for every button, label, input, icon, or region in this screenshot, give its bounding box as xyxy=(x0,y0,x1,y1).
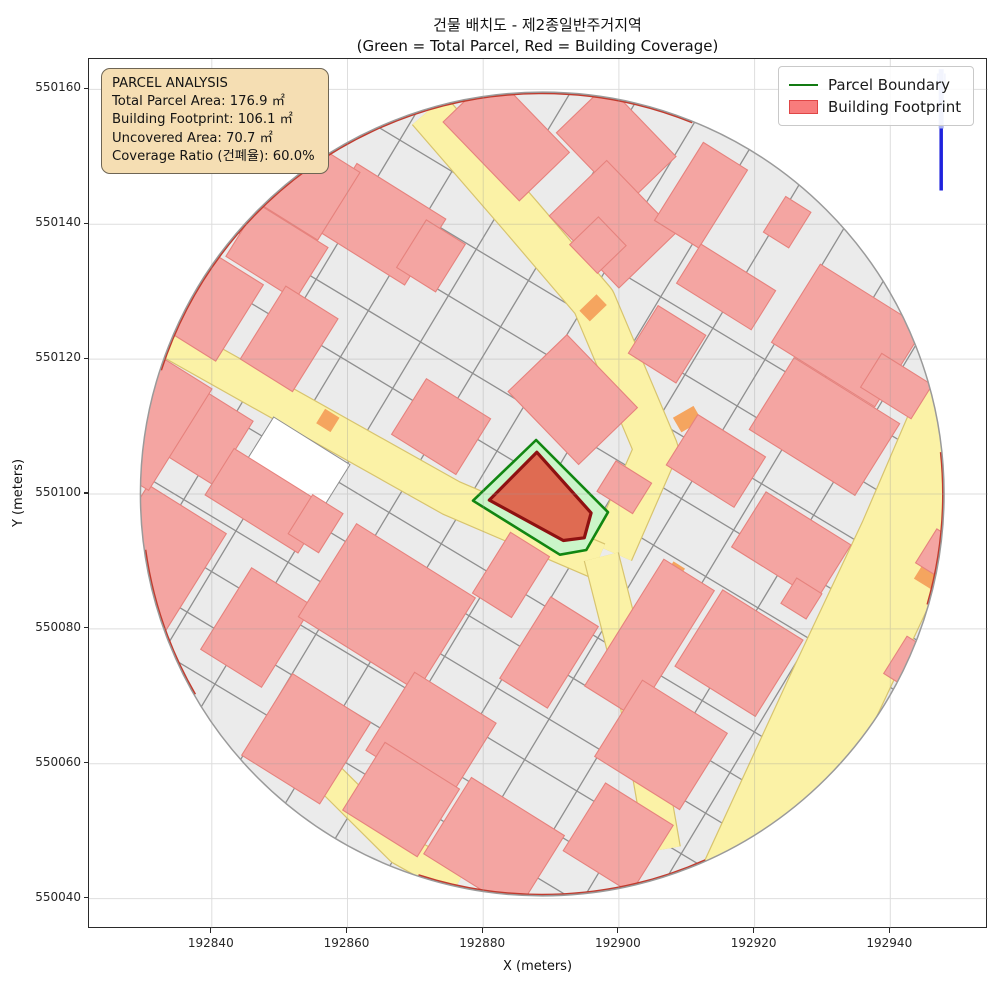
map-layer xyxy=(140,92,945,896)
info-line: Total Parcel Area: 176.9 ㎡ xyxy=(112,94,285,110)
y-tick-label: 550160 xyxy=(35,80,81,95)
road-accent-patch xyxy=(579,294,607,322)
y-tick-mark xyxy=(83,762,88,764)
x-axis-label: X (meters) xyxy=(502,959,573,974)
building-polygon xyxy=(627,304,707,384)
building-polygon xyxy=(341,741,461,858)
x-tick-mark xyxy=(888,928,890,933)
grid-overlay xyxy=(89,59,988,929)
road xyxy=(703,382,945,896)
y-tick-mark xyxy=(83,87,88,89)
info-line: Building Footprint: 106.1 ㎡ xyxy=(112,112,293,128)
building-polygon xyxy=(423,776,566,896)
rim-building-edge-arc xyxy=(144,549,197,695)
building-polygon xyxy=(499,596,600,709)
x-tick-label: 192860 xyxy=(323,936,370,950)
info-line: Coverage Ratio (건폐율): 60.0% xyxy=(112,148,315,164)
y-tick-label: 550120 xyxy=(35,350,81,365)
y-tick-mark xyxy=(83,492,88,494)
building-polygon xyxy=(239,285,339,393)
building-polygon xyxy=(240,672,372,805)
building-polygon xyxy=(390,377,492,476)
legend-item-parcel-boundary: Parcel Boundary xyxy=(789,74,963,96)
x-tick-label: 192900 xyxy=(594,936,641,950)
building-polygon xyxy=(548,159,678,289)
parcel-lane-line xyxy=(140,407,859,896)
building-footprint-patch-swatch xyxy=(789,100,818,114)
building-polygon xyxy=(140,351,213,492)
y-tick-mark xyxy=(83,357,88,359)
x-tick-mark xyxy=(210,928,212,933)
x-tick-mark xyxy=(481,928,483,933)
parcel-boundary-line-swatch xyxy=(789,84,818,86)
y-tick-mark xyxy=(83,627,88,629)
building-polygon xyxy=(762,195,812,249)
road xyxy=(312,761,467,896)
x-tick-label: 192840 xyxy=(187,936,234,950)
legend: Parcel Boundary Building Footprint xyxy=(778,66,974,126)
y-tick-label: 550040 xyxy=(35,889,81,904)
building-polygon xyxy=(859,352,933,420)
legend-label: Parcel Boundary xyxy=(828,76,951,94)
building-polygon xyxy=(665,413,767,509)
building-polygon xyxy=(199,567,314,689)
x-tick-label: 192940 xyxy=(866,936,913,950)
y-tick-mark xyxy=(83,897,88,899)
building-polygon xyxy=(568,216,627,275)
building-polygon xyxy=(748,356,901,497)
rim-building-edge-arc xyxy=(926,451,945,605)
y-tick-label: 550140 xyxy=(35,215,81,230)
x-tick-label: 192920 xyxy=(730,936,777,950)
x-tick-mark xyxy=(345,928,348,933)
map-canvas: N xyxy=(89,59,988,929)
building-polygon xyxy=(471,531,551,619)
y-tick-label: 550060 xyxy=(35,754,81,769)
info-line: PARCEL ANALYSIS xyxy=(112,76,228,91)
building-polygon xyxy=(442,92,571,202)
road-accent-patch xyxy=(316,408,340,433)
legend-label: Building Footprint xyxy=(828,98,962,116)
x-tick-label: 192880 xyxy=(459,936,506,950)
building-polygon xyxy=(674,589,804,718)
y-tick-mark xyxy=(83,222,88,224)
title-line2: (Green = Total Parcel, Red = Building Co… xyxy=(356,37,719,55)
info-line: Uncovered Area: 70.7 ㎡ xyxy=(112,130,273,146)
chart-title: 건물 배치도 - 제2종일반주거지역 (Green = Total Parcel… xyxy=(88,15,987,57)
y-tick-label: 550100 xyxy=(35,485,81,499)
y-tick-label: 550080 xyxy=(35,619,81,634)
parcel-analysis-box: PARCEL ANALYSIS Total Parcel Area: 176.9… xyxy=(101,68,329,175)
building-polygon xyxy=(596,460,653,515)
rim-building-edge-arc xyxy=(159,92,693,371)
parcel-lane-line xyxy=(140,92,635,814)
x-tick-mark xyxy=(752,928,755,933)
road-accent-patch xyxy=(672,405,702,433)
title-line1: 건물 배치도 - 제2종일반주거지역 xyxy=(433,16,642,34)
building-polygon xyxy=(287,493,344,554)
building-polygon xyxy=(395,219,467,293)
road-accent-patch xyxy=(317,843,342,866)
rim-building-edge-arc xyxy=(418,859,706,896)
analysis-radius-circle xyxy=(139,91,945,897)
x-tick-mark xyxy=(617,928,619,933)
building-polygon xyxy=(593,679,729,811)
plot-area: N Parcel Boundary Building Footprint PAR… xyxy=(88,58,988,929)
building-polygon xyxy=(507,333,639,466)
legend-item-building-footprint: Building Footprint xyxy=(789,96,963,118)
building-polygon xyxy=(780,577,823,620)
building-polygon xyxy=(675,243,777,331)
building-footprint-polygon xyxy=(487,450,593,543)
